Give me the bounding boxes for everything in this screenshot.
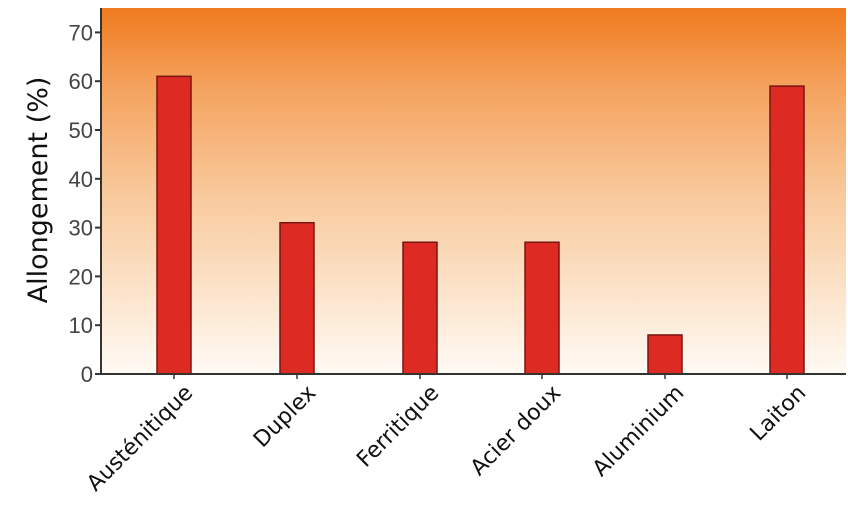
plot-background <box>101 8 846 374</box>
bars-group <box>156 75 805 375</box>
x-labels-group: Austénitique Duplex Ferritique Acier doux Al… <box>82 374 811 496</box>
y-tick-label: 40 <box>69 167 93 192</box>
x-category-label: Duplex <box>249 381 321 453</box>
y-tick-label: 0 <box>81 362 93 387</box>
x-category-label: Laiton <box>746 381 812 447</box>
bar <box>402 241 438 375</box>
bar <box>156 75 192 375</box>
bar <box>769 85 805 375</box>
x-category-label: Ferritique <box>352 381 444 473</box>
y-tick-label: 60 <box>69 69 93 94</box>
y-tick-label: 30 <box>69 216 93 241</box>
x-category-label: Acier doux <box>466 381 566 481</box>
bar <box>279 221 315 375</box>
y-ticks-group: 0 10 20 30 40 50 60 70 <box>69 20 101 387</box>
bar <box>524 241 560 375</box>
y-tick-label: 20 <box>69 264 93 289</box>
y-tick-label: 10 <box>69 313 93 338</box>
x-category-label: Austénitique <box>82 381 198 497</box>
x-category-label: Aluminium <box>588 381 689 482</box>
y-tick-label: 50 <box>69 118 93 143</box>
y-axis-title: Allongement (%) <box>23 77 54 304</box>
bar <box>647 334 683 375</box>
y-tick-label: 70 <box>69 20 93 45</box>
